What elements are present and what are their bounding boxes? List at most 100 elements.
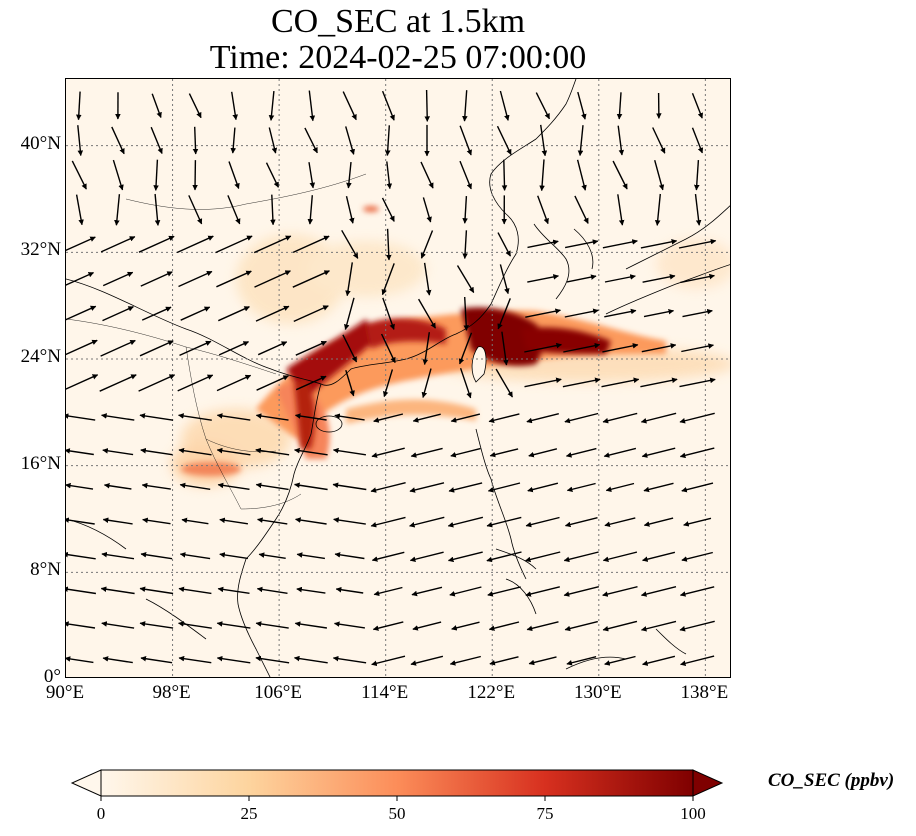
wind-vector: [265, 162, 280, 188]
colorbar-tick-label: 75: [536, 804, 554, 823]
wind-vector: [178, 447, 212, 456]
lon-tick-label: 114°E: [361, 682, 409, 703]
wind-vector: [66, 305, 97, 321]
wind-vector: [102, 271, 134, 287]
wind-vector: [617, 194, 625, 226]
wind-vector: [71, 160, 87, 190]
wind-vector: [539, 159, 545, 192]
wind-vector: [384, 125, 391, 156]
wind-vector: [346, 162, 352, 189]
wind-vector: [255, 655, 290, 664]
wind-vector: [526, 413, 559, 424]
wind-vectors: [66, 89, 717, 666]
map-subtitle-time: Time: 2024-02-25 07:00:00: [209, 39, 587, 76]
wind-vector: [333, 517, 366, 525]
wind-vector: [680, 273, 715, 284]
lat-tick-label: 16°N: [20, 452, 61, 474]
wind-vector: [682, 308, 713, 318]
wind-vector: [307, 195, 314, 225]
wind-vector: [140, 551, 173, 560]
wind-vector: [178, 270, 213, 288]
wind-vector: [679, 620, 715, 632]
wind-vector: [66, 236, 96, 252]
wind-vector: [417, 298, 437, 329]
wind-vector: [294, 447, 328, 456]
wind-vector: [341, 229, 359, 259]
wind-vector: [386, 161, 393, 190]
wind-vector: [681, 343, 714, 353]
wind-vector: [602, 551, 638, 562]
colorbar-extend-low: [70, 769, 102, 797]
wind-vector: [255, 447, 290, 456]
wind-vector: [112, 159, 124, 191]
wind-vector: [66, 374, 99, 390]
wind-vector: [641, 447, 676, 458]
wind-vector: [640, 412, 677, 424]
wind-vector: [179, 340, 212, 357]
wind-vector: [103, 482, 132, 490]
wind-vector: [100, 586, 135, 595]
colorbar-tick-label: 0: [96, 804, 106, 823]
wind-vector: [142, 517, 171, 525]
wind-vector: [295, 340, 327, 356]
wind-vector: [66, 271, 95, 286]
wind-vector: [617, 125, 625, 156]
wind-vector: [188, 93, 202, 119]
wind-vector: [691, 92, 703, 119]
wind-vector: [385, 228, 392, 261]
wind-vector: [102, 656, 133, 664]
wind-vector: [138, 235, 175, 253]
wind-vector: [292, 270, 330, 288]
wind-vector: [456, 265, 475, 293]
wind-vector: [334, 413, 365, 421]
wind-vector: [563, 342, 601, 353]
wind-vector: [679, 412, 715, 424]
wind-vector: [371, 447, 405, 458]
wind-vector: [102, 306, 134, 322]
wind-vector: [525, 308, 561, 318]
wind-vector: [449, 655, 481, 666]
wind-vector: [345, 369, 355, 397]
wind-vector: [412, 413, 441, 423]
wind-vector: [574, 195, 589, 224]
wind-vector: [604, 517, 636, 527]
wind-vector: [380, 333, 396, 364]
wind-vector: [100, 236, 136, 253]
wind-vector: [458, 332, 473, 365]
wind-vector: [216, 270, 252, 288]
wind-vector: [218, 306, 250, 322]
wind-vector: [373, 586, 403, 597]
wind-vector: [487, 482, 521, 493]
wind-vector: [151, 93, 162, 119]
wind-vector: [489, 448, 519, 458]
wind-vector: [449, 586, 482, 597]
wind-vector: [527, 482, 559, 493]
wind-vector: [268, 91, 275, 121]
wind-vector: [681, 482, 714, 493]
wind-vector: [344, 297, 355, 331]
wind-vector: [641, 343, 677, 353]
wind-vector: [217, 482, 250, 490]
wind-vector: [268, 127, 278, 154]
wind-vector: [535, 92, 551, 120]
wind-vector: [294, 413, 327, 421]
taiwan-island: [472, 346, 486, 382]
wind-vector: [462, 90, 468, 122]
wind-vector: [75, 194, 84, 226]
wind-vector: [691, 127, 704, 154]
wind-vector: [258, 552, 286, 559]
wind-vector: [308, 90, 316, 122]
wind-vector: [255, 413, 289, 421]
wind-vector: [179, 552, 211, 560]
wind-vector: [448, 482, 483, 493]
wind-vector: [563, 586, 599, 597]
wind-vector: [602, 412, 638, 424]
colorbar-gradient: [100, 769, 694, 797]
wind-vector: [422, 197, 432, 223]
wind-vector: [540, 124, 548, 157]
wind-vector: [564, 239, 599, 249]
wind-vector: [255, 621, 289, 629]
wind-vector: [101, 413, 135, 421]
lat-tick-label: 40°N: [20, 132, 61, 154]
wind-vector: [602, 586, 638, 597]
